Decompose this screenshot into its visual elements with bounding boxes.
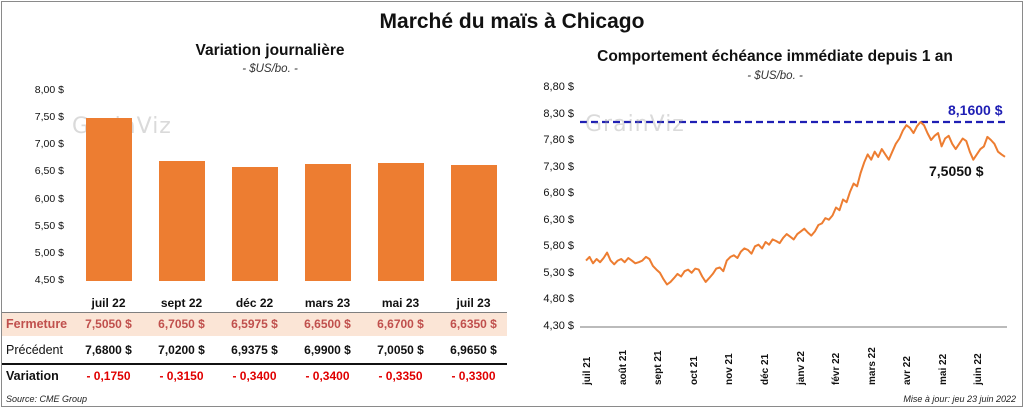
- bar-juil-22: [85, 117, 132, 281]
- table-cell: 6,7050 $: [158, 317, 205, 331]
- table-cell: 7,6800 $: [85, 343, 132, 357]
- source-note: Source: CME Group: [6, 394, 88, 404]
- right-y-tick-label: 8,30 $: [543, 107, 574, 120]
- left-y-tick-label: 6,50 $: [34, 165, 64, 178]
- x-tick-label: juin 22: [973, 353, 985, 385]
- table-cell: 6,6350 $: [450, 317, 497, 331]
- table-cell: - 0,3150: [159, 369, 204, 383]
- right-y-tick-label: 6,80 $: [543, 187, 574, 200]
- table-cell: 6,5975 $: [231, 317, 278, 331]
- table-cell: - 0,3400: [305, 369, 350, 383]
- right-y-tick-label: 5,30 $: [543, 266, 574, 279]
- table-cell: - 0,3400: [232, 369, 277, 383]
- right-chart-title: Comportement échéance immédiate depuis 1…: [597, 48, 953, 65]
- table-cell: 7,0200 $: [158, 343, 205, 357]
- left-chart-unit: - $US/bo. -: [242, 63, 298, 75]
- left-y-tick-label: 5,00 $: [34, 246, 64, 259]
- category-label: juil 23: [456, 296, 491, 310]
- last-value-label: 7,5050 $: [929, 163, 984, 179]
- table-cell: - 0,1750: [86, 369, 131, 383]
- right-y-tick-label: 4,80 $: [543, 293, 574, 306]
- update-note: Mise à jour: jeu 23 juin 2022: [903, 394, 1016, 404]
- left-y-tick-label: 5,50 $: [34, 219, 64, 232]
- left-chart-title: Variation journalière: [195, 42, 345, 59]
- left-y-tick-label: 8,00 $: [34, 84, 64, 96]
- left-y-tick-label: 6,00 $: [34, 192, 64, 205]
- category-label: mars 23: [304, 296, 351, 310]
- price-series-line: [585, 121, 1006, 286]
- x-tick-label: mai 22: [937, 353, 949, 385]
- x-tick-label: nov 21: [724, 353, 736, 385]
- x-tick-label: août 21: [617, 349, 629, 385]
- x-tick-label: avr 22: [902, 356, 914, 385]
- table-cell: - 0,3300: [451, 369, 496, 383]
- category-label: sept 22: [160, 296, 203, 310]
- table-top-line: [2, 312, 507, 313]
- left-y-tick-label: 4,50 $: [34, 274, 64, 286]
- bar-mai-23: [377, 163, 424, 281]
- main-title: Marché du maïs à Chicago: [379, 10, 645, 33]
- category-label: déc 22: [235, 296, 274, 310]
- table-cell: 6,6500 $: [304, 317, 351, 331]
- right-watermark: GrainViz: [585, 112, 685, 137]
- x-tick-label: juil 21: [582, 356, 593, 385]
- right-y-tick-label: 8,80 $: [543, 81, 574, 93]
- x-tick-label: sept 21: [653, 350, 665, 385]
- right-y-tick-label: 7,80 $: [543, 134, 574, 147]
- right-chart-unit: - $US/bo. -: [747, 70, 803, 82]
- table-cell: 6,9650 $: [450, 343, 497, 357]
- x-tick-label: déc 21: [759, 353, 771, 385]
- table-row-label: Variation: [6, 369, 59, 383]
- left-y-tick-label: 7,50 $: [34, 111, 64, 124]
- x-tick-label: oct 21: [688, 356, 700, 385]
- table-row-label: Fermeture: [6, 317, 68, 331]
- left-y-tick-label: 7,00 $: [34, 138, 64, 151]
- bar-sept-22: [158, 161, 205, 281]
- max-reference-label: 8,1600 $: [948, 102, 1003, 118]
- table-cell: 7,5050 $: [85, 317, 132, 331]
- bar-juil-23: [450, 165, 497, 281]
- table-fermeture-band: [2, 313, 507, 336]
- right-y-tick-label: 7,30 $: [543, 160, 574, 173]
- category-label: mai 23: [381, 296, 420, 310]
- right-y-tick-label: 6,30 $: [543, 213, 574, 226]
- category-label: juil 22: [91, 296, 126, 310]
- x-tick-label: févr 22: [831, 352, 843, 385]
- table-cell: 7,0050 $: [377, 343, 424, 357]
- table-mid-line: [2, 363, 507, 365]
- bar-déc-22: [231, 167, 278, 281]
- right-y-tick-label: 4,30 $: [543, 320, 574, 332]
- table-row-label: Précédent: [6, 343, 63, 357]
- table-cell: 6,9900 $: [304, 343, 351, 357]
- table-cell: - 0,3350: [378, 369, 423, 383]
- x-tick-label: mars 22: [866, 347, 878, 385]
- table-cell: 6,6700 $: [377, 317, 424, 331]
- x-tick-label: janv 22: [795, 351, 807, 385]
- table-cell: 6,9375 $: [231, 343, 278, 357]
- right-y-tick-label: 5,80 $: [543, 240, 574, 253]
- bar-mars-23: [304, 164, 351, 281]
